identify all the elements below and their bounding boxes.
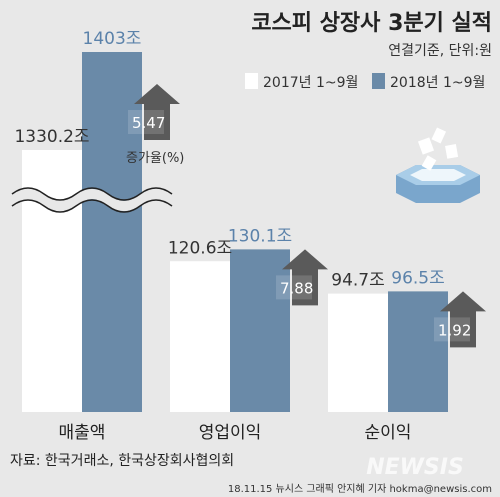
- value-label-2018-1: 130.1조: [228, 226, 292, 246]
- legend: 2017년 1~9월 2018년 1~9월: [245, 73, 485, 91]
- legend-swatch-2018: [372, 73, 385, 89]
- value-label-2018-0: 1403조: [83, 29, 142, 49]
- growth-arrow-1: [282, 249, 328, 306]
- axis-break-band: [9, 189, 175, 211]
- value-label-2017-1: 120.6조: [168, 238, 232, 258]
- growth-rate-caption: 증가율(%): [126, 151, 184, 166]
- money-box-illustration: [396, 127, 480, 203]
- growth-arrow-2: [440, 291, 486, 348]
- legend-label-2017: 2017년 1~9월: [263, 75, 358, 91]
- growth-value-0: 5.47: [132, 114, 165, 132]
- growth-value-2: 1.92: [438, 321, 471, 339]
- bar-2018-2: [388, 291, 448, 412]
- source-note: 자료: 한국거래소, 한국상장회사협의회: [10, 453, 234, 469]
- bar-2017-2: [328, 293, 388, 412]
- growth-box-2: [434, 317, 470, 342]
- category-label-2: 순이익: [365, 423, 412, 443]
- value-label-2017-2: 94.7조: [331, 271, 385, 291]
- chart-subtitle: 연결기준, 단위:원: [388, 43, 492, 59]
- value-label-2018-2: 96.5조: [391, 268, 445, 288]
- bar-2018-0: [82, 52, 142, 412]
- legend-swatch-2017: [245, 73, 258, 89]
- growth-box-1: [276, 275, 312, 300]
- bar-2017-1: [170, 261, 230, 412]
- category-label-1: 영업이익: [199, 423, 262, 443]
- credit-line: 18.11.15 뉴시스 그래픽 안지혜 기자 hokma@newsis.com: [228, 483, 492, 495]
- growth-box-0: [128, 110, 164, 134]
- bar-2018-1: [230, 249, 290, 412]
- axis-break-line-bottom: [11, 199, 173, 213]
- growth-arrow-0: [134, 84, 180, 140]
- growth-value-1: 7.88: [280, 279, 313, 297]
- legend-label-2018: 2018년 1~9월: [390, 75, 485, 91]
- value-label-2017-0: 1330.2조: [14, 127, 89, 147]
- chart-title: 코스피 상장사 3분기 실적: [251, 11, 492, 36]
- category-label-0: 매출액: [59, 423, 106, 443]
- axis-break-line-top: [11, 187, 173, 201]
- watermark: NEWSIS: [366, 455, 464, 480]
